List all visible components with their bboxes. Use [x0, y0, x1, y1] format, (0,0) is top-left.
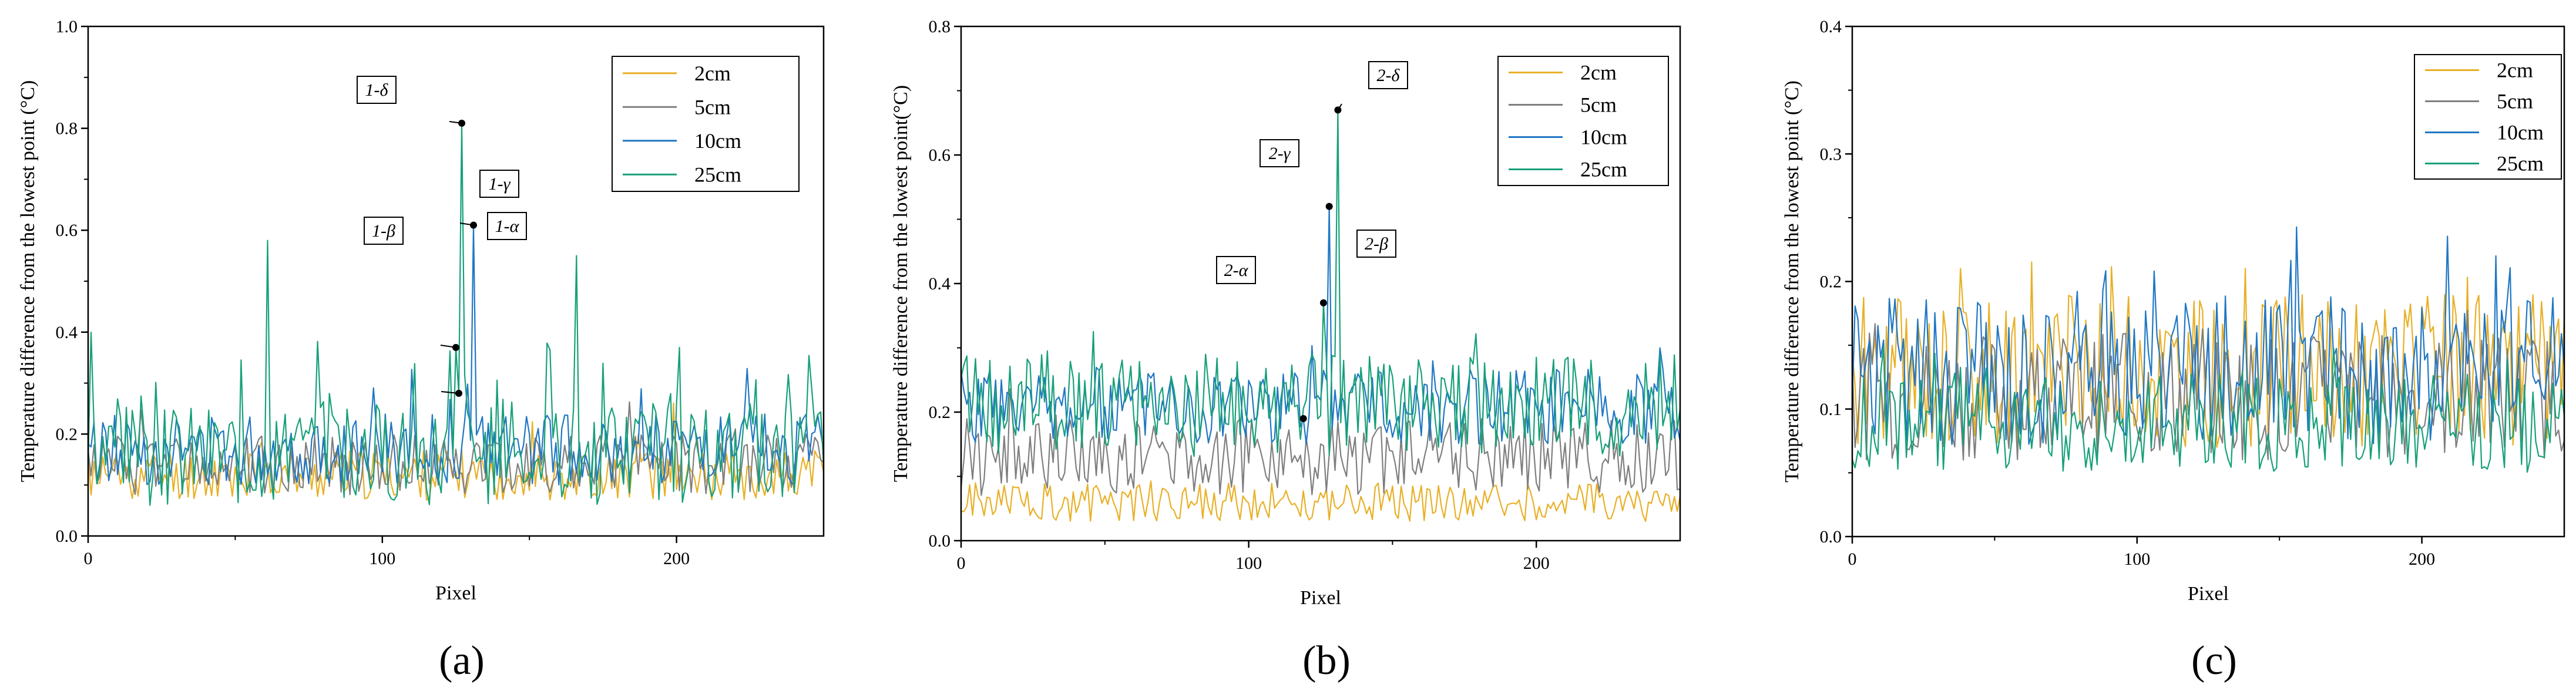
x-tick-label: 200: [663, 549, 690, 568]
legend-label-10cm: 10cm: [2497, 121, 2544, 144]
x-tick-label: 0: [1848, 549, 1857, 569]
legend-label-25cm: 25cm: [694, 163, 741, 186]
y-tick-label: 0.6: [929, 146, 951, 165]
legend-label-5cm: 5cm: [1580, 93, 1617, 117]
annotation: 1-α: [441, 212, 527, 397]
y-tick-label: 0.0: [929, 531, 951, 551]
annotation: 1-β: [364, 217, 459, 351]
y-axis-label: Temperature difference from the lowest p…: [890, 85, 912, 482]
x-axis-label: Pixel: [2188, 583, 2229, 605]
panel-label: (b): [1302, 638, 1351, 683]
legend-label-25cm: 25cm: [1580, 158, 1627, 181]
series-group: [961, 109, 1680, 522]
annotation-label: 2-β: [1365, 234, 1388, 254]
annotation-label: 2-γ: [1269, 144, 1291, 163]
x-tick-label: 100: [1235, 554, 1262, 573]
legend-box: [2414, 54, 2562, 180]
chart-panel-1: 0 100 200 0.0 0.2 0.4 0.6 0.8 1.0 Pixel Temperatur…: [17, 17, 825, 683]
annotation: 1-δ: [357, 76, 466, 127]
x-axis-label: Pixel: [1300, 587, 1341, 609]
y-tick-label: 0.2: [1820, 272, 1842, 292]
chart-panel-2: 0 100 200 0.0 0.2 0.4 0.6 0.8 Pixel Temperature d…: [890, 17, 1681, 683]
annotation: 2-α: [1216, 256, 1307, 422]
x-axis-label: Pixel: [435, 582, 476, 604]
y-tick-label: 0.8: [56, 119, 78, 139]
panel-label: (c): [2191, 638, 2237, 683]
annotation-label: 2-α: [1224, 261, 1249, 280]
annotation-point: [1325, 203, 1333, 210]
x-tick-label: 0: [84, 549, 93, 568]
y-tick-label: 0.0: [1820, 527, 1842, 547]
annotation-point: [458, 119, 466, 127]
x-tick-label: 100: [2124, 549, 2150, 569]
panel-label: (a): [439, 638, 485, 683]
annotation: 2-γ: [1260, 139, 1333, 210]
x-tick-label: 0: [957, 554, 966, 573]
series-line-10cm: [1852, 226, 2564, 446]
legend-label-2cm: 2cm: [1580, 61, 1617, 85]
y-tick-label: 0.6: [56, 221, 78, 240]
series-line-25cm: [1852, 346, 2564, 473]
legend-label-5cm: 5cm: [2497, 90, 2533, 113]
legend-label-2cm: 2cm: [694, 62, 731, 85]
y-tick-label: 0.2: [929, 403, 951, 422]
annotation-label: 1-γ: [489, 174, 511, 194]
chart-panel-3: 0 100 200 0.0 0.1 0.2 0.3 0.4 Pixel Temperature d…: [1781, 17, 2565, 683]
y-tick-label: 0.3: [1820, 144, 1842, 164]
annotation-box: [364, 217, 404, 245]
annotation-point: [1299, 414, 1307, 422]
legend-box: [1497, 56, 1669, 186]
y-tick-label: 0.4: [929, 274, 951, 294]
y-axis-label: Temperature difference from the lowest p…: [17, 80, 39, 483]
y-axis-label: Temperature difference from the lowest p…: [1781, 80, 1803, 483]
annotation: 1-γ: [459, 170, 519, 229]
annotation-box: [1260, 139, 1299, 167]
annotation-label: 1-β: [372, 221, 395, 241]
series-line-2cm: [961, 480, 1680, 522]
legend: 2cm 5cm 10cm 25cm: [612, 56, 800, 192]
legend-label-5cm: 5cm: [694, 95, 731, 119]
annotation-point: [455, 389, 463, 397]
annotation: 2-δ: [1334, 61, 1408, 114]
y-tick-label: 0.1: [1820, 400, 1842, 419]
annotation-box: [357, 76, 397, 104]
annotation-point: [452, 343, 459, 351]
legend: 2cm 5cm 10cm 25cm: [1497, 56, 1669, 186]
series-group: [1852, 226, 2564, 473]
annotation-point: [1334, 106, 1342, 114]
series-line-5cm: [88, 401, 824, 495]
legend-label-10cm: 10cm: [1580, 126, 1627, 149]
series-line-25cm: [961, 109, 1680, 457]
y-tick-label: 1.0: [56, 17, 78, 36]
y-tick-label: 0.4: [56, 323, 78, 342]
legend: 2cm 5cm 10cm 25cm: [2414, 54, 2562, 180]
y-tick-label: 0.8: [929, 17, 951, 36]
y-tick-label: 0.0: [56, 527, 78, 546]
x-tick-label: 100: [369, 549, 395, 568]
x-tick-label: 200: [1523, 554, 1550, 573]
annotation-box: [1368, 61, 1408, 89]
annotation-label: 1-δ: [365, 80, 389, 100]
annotation-box: [479, 170, 519, 198]
annotation-box: [487, 212, 527, 240]
legend-label-25cm: 25cm: [2497, 152, 2544, 176]
y-tick-label: 0.4: [1820, 17, 1842, 36]
x-tick-label: 200: [2409, 549, 2435, 569]
annotation-box: [1356, 230, 1396, 258]
legend-box: [612, 56, 800, 192]
legend-label-10cm: 10cm: [694, 129, 741, 153]
annotation-label: 2-δ: [1377, 66, 1400, 85]
series-line-5cm: [961, 388, 1680, 496]
annotation-box: [1216, 256, 1256, 284]
annotation: 2-β: [1319, 230, 1396, 306]
y-tick-label: 0.2: [56, 424, 78, 444]
annotation-point: [470, 221, 478, 229]
annotation-label: 1-α: [495, 217, 520, 236]
legend-label-2cm: 2cm: [2497, 59, 2533, 82]
annotation-point: [1319, 299, 1327, 306]
